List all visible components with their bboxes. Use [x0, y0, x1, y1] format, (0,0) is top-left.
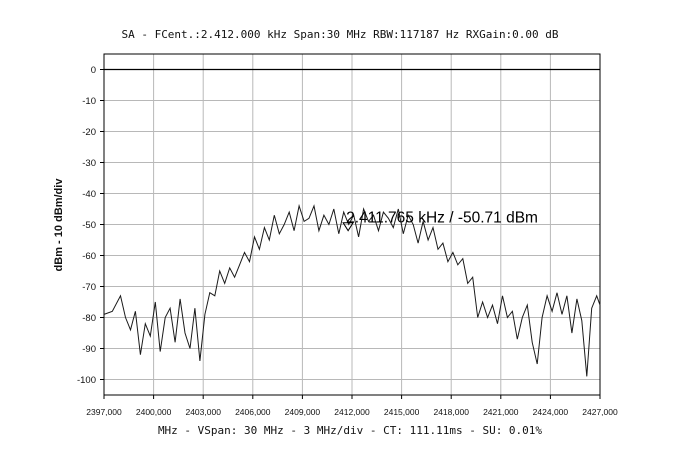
marker-readout: 2.411.765 kHz / -50.71 dBm [346, 210, 538, 227]
y-tick-label: -20 [82, 127, 96, 138]
x-tick-label: 2403,000 [185, 407, 221, 417]
y-tick-label: -80 [82, 313, 96, 324]
chart-title: SA - FCent.:2.412.000 kHz Span:30 MHz RB… [121, 28, 558, 41]
y-tick-label: -30 [82, 158, 96, 169]
x-tick-label: 2406,000 [235, 407, 271, 417]
y-tick-label: -50 [82, 220, 96, 231]
x-tick-label: 2412,000 [334, 407, 370, 417]
x-axis-status: MHz - VSpan: 30 MHz - 3 MHz/div - CT: 11… [158, 424, 542, 437]
x-tick-label: 2421,000 [483, 407, 519, 417]
x-tick-label: 2400,000 [136, 407, 172, 417]
x-tick-label: 2427,000 [582, 407, 618, 417]
y-tick-label: -70 [82, 282, 96, 293]
y-tick-label: -60 [82, 251, 96, 262]
y-tick-label: -10 [82, 96, 96, 107]
y-tick-label: -100 [77, 375, 96, 386]
x-tick-label: 2418,000 [433, 407, 469, 417]
marker: 2.411.765 kHz / -50.71 dBm [342, 210, 538, 232]
y-axis-label: dBm - 10 dBm/div [53, 178, 65, 272]
y-tick-labels: 0 -10 -20 -30 -40 -50 -60 -70 -80 -90 -100 [77, 65, 104, 386]
x-tick-label: 2409,000 [285, 407, 321, 417]
spectrum-trace [103, 203, 601, 377]
x-tick-label: 2415,000 [384, 407, 420, 417]
x-tick-label: 2424,000 [533, 407, 569, 417]
y-tick-label: -90 [82, 344, 96, 355]
x-tick-label: 2397,000 [86, 407, 122, 417]
marker-triangle-icon [342, 222, 355, 232]
x-tick-labels: 2397,000 2400,000 2403,000 2406,000 2409,000… [86, 395, 618, 417]
y-tick-label: -40 [82, 189, 96, 200]
y-tick-label: 0 [91, 65, 96, 76]
